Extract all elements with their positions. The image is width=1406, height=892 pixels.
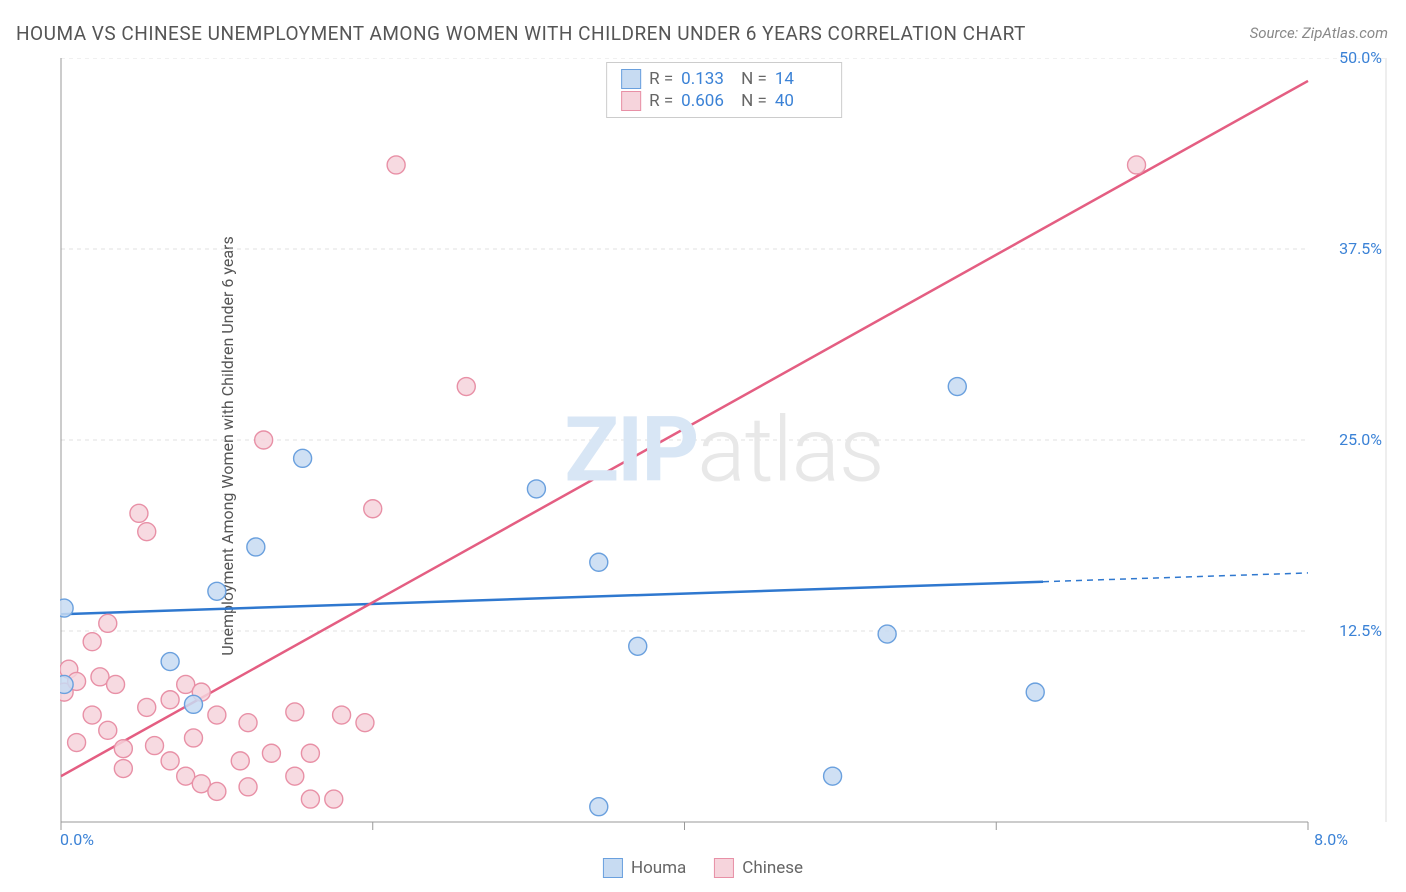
- legend-row-chinese: R = 0.606 N = 40: [621, 91, 827, 111]
- plot-area: ZIPatlas R = 0.133 N = 14 R = 0.606 N = …: [60, 58, 1388, 842]
- legend-swatch-houma: [603, 858, 623, 878]
- n-label: N =: [741, 69, 767, 89]
- legend-row-houma: R = 0.133 N = 14: [621, 69, 827, 89]
- source-attribution: Source: ZipAtlas.com: [1250, 24, 1388, 42]
- legend-item-houma: Houma: [603, 858, 686, 878]
- chart-container: HOUMA VS CHINESE UNEMPLOYMENT AMONG WOME…: [0, 0, 1406, 892]
- r-value-houma: 0.133: [681, 69, 733, 89]
- y-tick-label: 25.0%: [1339, 430, 1382, 449]
- chart-title: HOUMA VS CHINESE UNEMPLOYMENT AMONG WOME…: [16, 22, 1026, 45]
- n-value-chinese: 40: [775, 91, 827, 111]
- legend-swatch-chinese: [714, 858, 734, 878]
- correlation-legend: R = 0.133 N = 14 R = 0.606 N = 40: [606, 62, 842, 118]
- legend-swatch-chinese: [621, 91, 641, 111]
- r-label: R =: [649, 69, 673, 89]
- y-tick-label: 12.5%: [1339, 621, 1382, 640]
- y-tick-label: 37.5%: [1339, 239, 1382, 258]
- legend-label-chinese: Chinese: [742, 858, 803, 878]
- legend-item-chinese: Chinese: [714, 858, 803, 878]
- y-tick-label: 50.0%: [1339, 48, 1382, 67]
- r-value-chinese: 0.606: [681, 91, 733, 111]
- r-label: R =: [649, 91, 673, 111]
- n-value-houma: 14: [775, 69, 827, 89]
- n-label: N =: [741, 91, 767, 111]
- legend-swatch-houma: [621, 69, 641, 89]
- x-tick-label: 8.0%: [1314, 830, 1348, 849]
- legend-label-houma: Houma: [631, 858, 686, 878]
- series-legend: Houma Chinese: [603, 858, 803, 878]
- scatter-plot-svg: [60, 58, 1388, 842]
- x-tick-label: 0.0%: [60, 830, 94, 849]
